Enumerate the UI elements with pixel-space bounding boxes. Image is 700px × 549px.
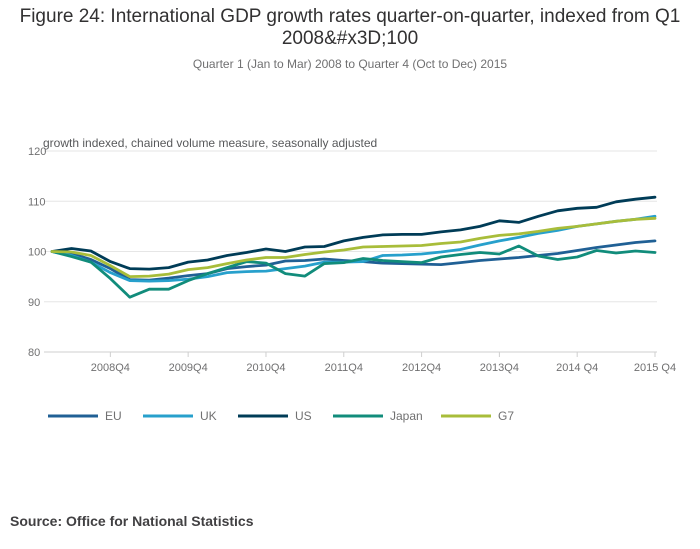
x-tick-label: 2015 Q4 xyxy=(634,362,676,374)
x-tick-label: 2010Q4 xyxy=(246,362,285,374)
legend-item-us[interactable]: US xyxy=(238,409,312,423)
x-tick-label: 2011Q4 xyxy=(325,362,363,374)
x-tick-label: 2013Q4 xyxy=(480,362,519,374)
y-axis-ticks: 80 90 100 110 120 xyxy=(28,146,46,359)
legend[interactable]: EU UK US Japan G7 xyxy=(48,409,514,423)
gridlines xyxy=(44,150,657,353)
x-tick-label: 2008Q4 xyxy=(91,362,130,374)
x-axis-ticks: 2008Q4 2009Q4 2010Q4 2011Q4 2012Q4 2013Q4 2014… xyxy=(91,352,676,374)
series-line-japan xyxy=(50,244,657,299)
x-tick-label: 2014 Q4 xyxy=(556,362,598,374)
y-tick-label: 100 xyxy=(28,247,46,259)
series-lines xyxy=(50,195,657,299)
legend-label: G7 xyxy=(498,409,514,423)
y-tick-label: 120 xyxy=(28,146,46,158)
series-line-g7 xyxy=(50,216,657,279)
chart-subtitle: Quarter 1 (Jan to Mar) 2008 to Quarter 4… xyxy=(192,57,508,71)
legend-item-japan[interactable]: Japan xyxy=(333,409,423,423)
legend-label: US xyxy=(295,409,312,423)
x-tick-label: 2009Q4 xyxy=(169,362,208,374)
legend-label: Japan xyxy=(390,409,423,423)
source-note: Source: Office for National Statistics xyxy=(10,513,254,529)
y-tick-label: 110 xyxy=(28,196,46,208)
x-tick-label: 2012Q4 xyxy=(402,362,441,374)
legend-item-g7[interactable]: G7 xyxy=(441,409,514,423)
series-line-us xyxy=(50,195,657,271)
legend-label: UK xyxy=(200,409,217,423)
legend-label: EU xyxy=(105,409,122,423)
legend-item-uk[interactable]: UK xyxy=(143,409,217,423)
y-axis-label: growth indexed, chained volume measure, … xyxy=(43,136,377,150)
chart-title: Figure 24: International GDP growth rate… xyxy=(19,6,681,49)
y-tick-label: 80 xyxy=(28,347,40,359)
y-tick-label: 90 xyxy=(28,297,40,309)
legend-item-eu[interactable]: EU xyxy=(48,409,122,423)
